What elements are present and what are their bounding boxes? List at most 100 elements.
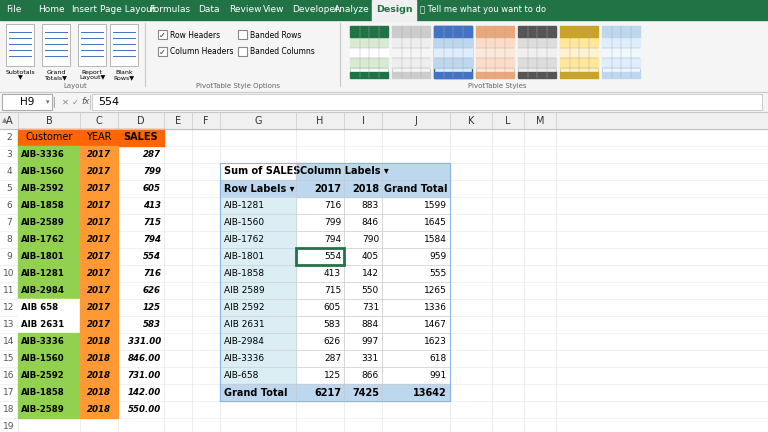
Bar bbox=[296, 163, 450, 180]
Text: 2017: 2017 bbox=[87, 150, 111, 159]
Bar bbox=[220, 180, 296, 197]
Text: E: E bbox=[175, 115, 181, 126]
Text: 11: 11 bbox=[3, 286, 15, 295]
Text: 626: 626 bbox=[143, 286, 161, 295]
Text: 550: 550 bbox=[362, 286, 379, 295]
Text: 550.00: 550.00 bbox=[127, 405, 161, 414]
Text: 1336: 1336 bbox=[424, 303, 447, 312]
Text: 331: 331 bbox=[362, 354, 379, 363]
Text: AIB-1762: AIB-1762 bbox=[21, 235, 65, 244]
Bar bbox=[0, 367, 768, 384]
Text: 413: 413 bbox=[143, 201, 161, 210]
Text: A: A bbox=[5, 115, 12, 126]
Text: AIB-2984: AIB-2984 bbox=[21, 286, 65, 295]
Text: AIB-1801: AIB-1801 bbox=[21, 252, 65, 261]
Text: AIB-2592: AIB-2592 bbox=[21, 184, 65, 193]
Text: Grand: Grand bbox=[46, 70, 66, 75]
Text: AIB-3336: AIB-3336 bbox=[21, 337, 65, 346]
Bar bbox=[18, 401, 80, 418]
Text: 2017: 2017 bbox=[87, 269, 111, 278]
Text: Totals▼: Totals▼ bbox=[45, 75, 68, 80]
Bar bbox=[602, 48, 640, 58]
Text: 626: 626 bbox=[324, 337, 341, 346]
Text: PivotTable Style Options: PivotTable Style Options bbox=[196, 83, 280, 89]
Bar bbox=[0, 231, 768, 248]
Text: AIB 2589: AIB 2589 bbox=[224, 286, 265, 295]
Text: 413: 413 bbox=[324, 269, 341, 278]
Bar bbox=[220, 214, 296, 231]
Text: 17: 17 bbox=[3, 388, 15, 397]
Bar bbox=[80, 384, 118, 401]
Bar bbox=[220, 265, 296, 282]
Text: AIB-3336: AIB-3336 bbox=[21, 150, 65, 159]
Text: K: K bbox=[468, 115, 474, 126]
Text: 605: 605 bbox=[143, 184, 161, 193]
Bar bbox=[518, 26, 556, 78]
Text: 1645: 1645 bbox=[424, 218, 447, 227]
Bar bbox=[220, 197, 296, 214]
Bar bbox=[434, 26, 472, 78]
Bar bbox=[80, 367, 118, 384]
Text: Banded Rows: Banded Rows bbox=[250, 31, 301, 39]
Text: Review: Review bbox=[229, 6, 261, 15]
Bar bbox=[434, 58, 472, 68]
Bar bbox=[2, 94, 52, 110]
Text: AIB-1281: AIB-1281 bbox=[224, 201, 265, 210]
Bar bbox=[0, 214, 768, 231]
Bar bbox=[18, 129, 80, 146]
Bar bbox=[350, 26, 388, 38]
Text: Design: Design bbox=[376, 6, 412, 15]
Bar bbox=[350, 72, 388, 78]
Text: 7: 7 bbox=[6, 218, 12, 227]
Text: 2017: 2017 bbox=[87, 286, 111, 295]
Bar bbox=[296, 180, 344, 197]
Bar bbox=[220, 282, 296, 299]
Text: Banded Columns: Banded Columns bbox=[250, 48, 315, 57]
Text: 12: 12 bbox=[3, 303, 15, 312]
Text: 2018: 2018 bbox=[87, 371, 111, 380]
Bar bbox=[220, 316, 296, 333]
Text: AIB 658: AIB 658 bbox=[21, 303, 58, 312]
Bar bbox=[80, 180, 118, 197]
Text: Subtotals: Subtotals bbox=[5, 70, 35, 75]
Bar bbox=[344, 384, 382, 401]
Text: AIB-2984: AIB-2984 bbox=[224, 337, 265, 346]
Text: Row Labels ▾: Row Labels ▾ bbox=[224, 184, 294, 194]
Bar bbox=[42, 24, 70, 66]
Text: AIB-658: AIB-658 bbox=[224, 371, 260, 380]
Text: 14: 14 bbox=[3, 337, 15, 346]
Bar bbox=[434, 72, 472, 78]
Bar bbox=[220, 163, 450, 401]
Bar bbox=[110, 24, 138, 66]
Bar bbox=[392, 48, 430, 58]
Bar bbox=[80, 197, 118, 214]
Bar bbox=[602, 58, 640, 68]
Text: AIB-3336: AIB-3336 bbox=[224, 354, 265, 363]
Bar bbox=[372, 0, 416, 21]
Text: AIB-1858: AIB-1858 bbox=[21, 201, 65, 210]
Text: 991: 991 bbox=[430, 371, 447, 380]
Text: 8: 8 bbox=[6, 235, 12, 244]
Text: 794: 794 bbox=[143, 235, 161, 244]
Text: Customer: Customer bbox=[25, 133, 73, 143]
Bar bbox=[560, 58, 598, 68]
Text: 799: 799 bbox=[324, 218, 341, 227]
Bar bbox=[434, 26, 472, 38]
Bar bbox=[476, 38, 514, 48]
Bar bbox=[80, 163, 118, 180]
Bar bbox=[18, 265, 80, 282]
Text: 405: 405 bbox=[362, 252, 379, 261]
Bar bbox=[382, 384, 450, 401]
Text: 799: 799 bbox=[143, 167, 161, 176]
Bar bbox=[80, 282, 118, 299]
Text: 287: 287 bbox=[143, 150, 161, 159]
Text: AIB-1801: AIB-1801 bbox=[224, 252, 265, 261]
Text: 731: 731 bbox=[362, 303, 379, 312]
Text: Column Labels ▾: Column Labels ▾ bbox=[300, 166, 389, 177]
Text: C: C bbox=[96, 115, 102, 126]
Text: 9: 9 bbox=[6, 252, 12, 261]
Bar bbox=[0, 282, 768, 299]
Bar bbox=[0, 180, 768, 197]
Bar bbox=[118, 129, 164, 146]
Text: File: File bbox=[6, 6, 22, 15]
